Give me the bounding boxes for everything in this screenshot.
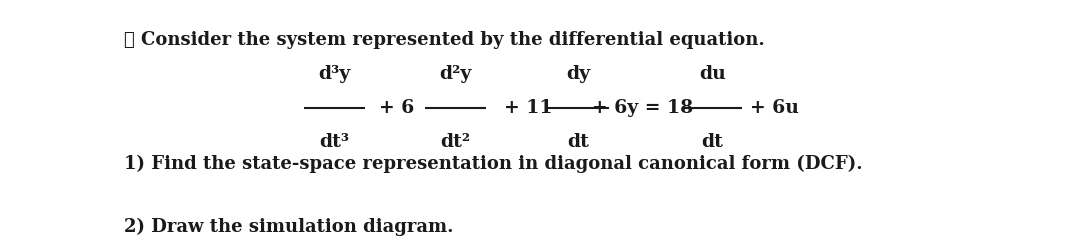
Text: + 6u: + 6u [750,99,800,117]
Text: + 6: + 6 [380,99,414,117]
Text: + 6y = 18: + 6y = 18 [592,99,694,117]
Text: 1) Find the state-space representation in diagonal canonical form (DCF).: 1) Find the state-space representation i… [124,155,863,173]
Text: dt³: dt³ [319,133,350,151]
Text: + 11: + 11 [505,99,552,117]
Text: 2) Draw the simulation diagram.: 2) Draw the simulation diagram. [124,218,453,236]
Text: du: du [699,65,725,83]
Text: dy: dy [566,65,590,83]
Text: d²y: d²y [439,65,472,83]
Text: dt²: dt² [440,133,470,151]
Text: dt: dt [701,133,723,151]
Text: d³y: d³y [318,65,351,83]
Text: dt: dt [568,133,589,151]
Text: ❘ Consider the system represented by the differential equation.: ❘ Consider the system represented by the… [124,31,765,49]
